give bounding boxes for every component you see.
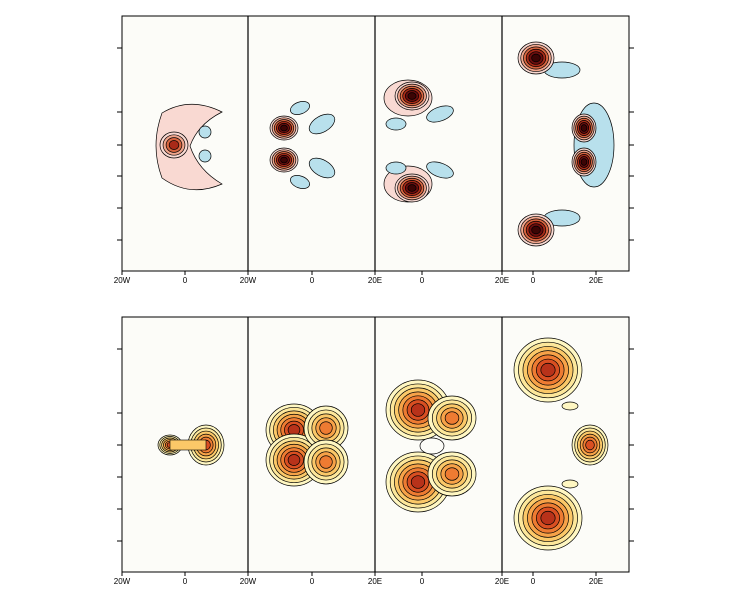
x-tick-label: 0 — [183, 276, 188, 285]
x-tick-label: 20E — [368, 276, 382, 285]
positive-anomaly-core — [407, 92, 417, 100]
positive-anomaly-core — [531, 53, 541, 63]
x-tick-label: 20E — [368, 577, 382, 586]
positive-anomaly-core — [580, 158, 588, 166]
negative-anomaly-lobe — [308, 113, 336, 135]
negative-anomaly-lobe — [426, 105, 454, 123]
x-tick-label: 20W — [114, 276, 131, 285]
x-tick-label: 0 — [531, 276, 536, 285]
negative-anomaly-lobe — [198, 149, 212, 163]
positive-anomaly-core — [580, 124, 588, 132]
magnitude-contour — [561, 479, 579, 489]
magnitude-contour — [444, 411, 460, 425]
magnitude-contour — [540, 362, 556, 378]
negative-anomaly-lobe — [290, 175, 310, 189]
x-tick-label: 0 — [310, 276, 315, 285]
x-tick-label: 20W — [240, 276, 257, 285]
negative-anomaly-lobe — [426, 161, 454, 179]
x-tick-label: 20W — [240, 577, 257, 586]
negative-anomaly-lobe — [385, 161, 407, 175]
x-tick-label: 0 — [420, 276, 425, 285]
magnitude-contour — [410, 475, 426, 489]
negative-anomaly-lobe — [385, 117, 407, 131]
magnitude-contour-plot: 20W 0 20W 0 20E 0 20E 0 20E — [114, 316, 634, 586]
magnitude-contour — [410, 403, 426, 417]
magnitude-contour — [319, 455, 333, 469]
x-tick-label: 20W — [114, 577, 131, 586]
negative-anomaly-lobe — [308, 157, 336, 179]
negative-anomaly-lobe — [290, 101, 310, 115]
magnitude-contour — [287, 454, 301, 466]
positive-anomaly-core — [280, 124, 288, 132]
magnitude-contour — [319, 421, 333, 435]
positive-anomaly-core — [168, 140, 180, 150]
anomaly-contour-plot: 20W 0 20W 0 20E 0 20E 0 20E — [114, 15, 634, 285]
contour-layer — [155, 41, 615, 247]
x-tick-label: 0 — [183, 577, 188, 586]
positive-anomaly-core — [280, 156, 288, 164]
magnitude-contour — [540, 510, 556, 526]
contour-layer — [157, 337, 609, 551]
x-tick-label: 0 — [531, 577, 536, 586]
x-tick-label: 20E — [495, 577, 509, 586]
x-tick-label: 0 — [420, 577, 425, 586]
negative-anomaly-lobe — [198, 125, 212, 139]
x-tick-label: 20E — [589, 577, 603, 586]
magnitude-contour — [561, 401, 579, 411]
x-tick-label: 20E — [495, 276, 509, 285]
magnitude-contour — [169, 439, 207, 451]
magnitude-contour — [585, 439, 595, 451]
positive-anomaly-core — [531, 225, 541, 235]
x-tick-label: 20E — [589, 276, 603, 285]
magnitude-contour — [444, 467, 460, 481]
x-tick-label: 0 — [310, 577, 315, 586]
positive-anomaly-ring — [155, 103, 223, 191]
positive-anomaly-core — [407, 184, 417, 192]
magnitude-gap — [419, 437, 445, 455]
